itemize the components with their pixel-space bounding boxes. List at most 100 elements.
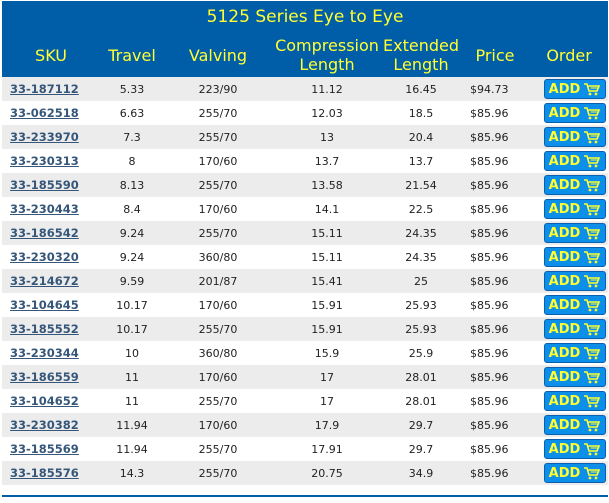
sku-link[interactable]: 33-185590 — [10, 178, 79, 192]
add-to-cart-button[interactable]: ADD — [544, 463, 606, 483]
header-label-line: Price — [475, 45, 515, 65]
add-to-cart-button[interactable]: ADD — [544, 367, 606, 387]
table-title: 5125 Series Eye to Eye — [2, 1, 609, 33]
valving-cell: 170/60 — [164, 197, 272, 221]
table-row: 33-185569 11.94 255/70 17.91 29.7 $85.96 ADD — [2, 437, 609, 461]
sku-link[interactable]: 33-104645 — [10, 298, 79, 312]
order-cell: ADD — [530, 245, 609, 269]
add-to-cart-button[interactable]: ADD — [544, 151, 606, 171]
cart-icon — [584, 250, 601, 263]
extended-length-cell: 13.7 — [382, 149, 460, 173]
table-row: 33-214672 9.59 201/87 15.41 25 $85.96 ADD — [2, 269, 609, 293]
add-button-label: ADD — [548, 273, 581, 289]
valving-cell: 170/60 — [164, 149, 272, 173]
table-row: 33-230443 8.4 170/60 14.1 22.5 $85.96 ADD — [2, 197, 609, 221]
sku-link[interactable]: 33-230382 — [10, 418, 79, 432]
sku-link[interactable]: 33-230313 — [10, 154, 79, 168]
sku-link[interactable]: 33-230344 — [10, 346, 79, 360]
table-row: 33-230382 11.94 170/60 17.9 29.7 $85.96 ADD — [2, 413, 609, 437]
cart-icon — [584, 442, 601, 455]
order-cell: ADD — [530, 269, 609, 293]
travel-cell: 9.59 — [100, 269, 164, 293]
travel-cell: 11 — [100, 389, 164, 413]
valving-cell: 255/70 — [164, 173, 272, 197]
sku-link[interactable]: 33-062518 — [10, 106, 79, 120]
sku-link[interactable]: 33-104652 — [10, 394, 79, 408]
add-to-cart-button[interactable]: ADD — [544, 175, 606, 195]
order-cell: ADD — [530, 461, 609, 485]
sku-link[interactable]: 33-230320 — [10, 250, 79, 264]
cart-icon — [584, 418, 601, 431]
add-button-label: ADD — [548, 129, 581, 145]
add-to-cart-button[interactable]: ADD — [544, 319, 606, 339]
header-valving: Valving — [164, 33, 272, 77]
add-to-cart-button[interactable]: ADD — [544, 439, 606, 459]
add-button-label: ADD — [548, 417, 581, 433]
price-cell: $85.96 — [460, 149, 530, 173]
cart-icon — [584, 82, 601, 95]
extended-length-cell: 24.35 — [382, 221, 460, 245]
valving-cell: 255/70 — [164, 125, 272, 149]
extended-length-cell: 21.54 — [382, 173, 460, 197]
valving-cell: 201/87 — [164, 269, 272, 293]
price-cell: $85.96 — [460, 413, 530, 437]
table-row: 33-104652 11 255/70 17 28.01 $85.96 ADD — [2, 389, 609, 413]
compression-length-cell: 15.91 — [272, 293, 382, 317]
extended-length-cell: 25.93 — [382, 317, 460, 341]
price-cell: $94.73 — [460, 77, 530, 101]
sku-link[interactable]: 33-185552 — [10, 322, 79, 336]
add-to-cart-button[interactable]: ADD — [544, 391, 606, 411]
sku-cell: 33-187112 — [2, 77, 100, 101]
header-label-line: SKU — [35, 45, 67, 65]
price-cell: $85.96 — [460, 197, 530, 221]
add-to-cart-button[interactable]: ADD — [544, 295, 606, 315]
valving-cell: 170/60 — [164, 293, 272, 317]
sku-link[interactable]: 33-233970 — [10, 130, 79, 144]
cart-icon — [584, 178, 601, 191]
add-to-cart-button[interactable]: ADD — [544, 415, 606, 435]
sku-link[interactable]: 33-185576 — [10, 466, 79, 480]
sku-cell: 33-230344 — [2, 341, 100, 365]
add-to-cart-button[interactable]: ADD — [544, 343, 606, 363]
extended-length-cell: 34.9 — [382, 461, 460, 485]
order-cell: ADD — [530, 149, 609, 173]
add-to-cart-button[interactable]: ADD — [544, 223, 606, 243]
add-button-label: ADD — [548, 201, 581, 217]
add-button-label: ADD — [548, 393, 581, 409]
table-row: 33-186542 9.24 255/70 15.11 24.35 $85.96 ADD — [2, 221, 609, 245]
sku-link[interactable]: 33-186559 — [10, 370, 79, 384]
sku-link[interactable]: 33-230443 — [10, 202, 79, 216]
header-extended-length: Extended Length — [382, 33, 460, 77]
extended-length-cell: 28.01 — [382, 365, 460, 389]
sku-cell: 33-104652 — [2, 389, 100, 413]
compression-length-cell: 17.9 — [272, 413, 382, 437]
sku-link[interactable]: 33-214672 — [10, 274, 79, 288]
price-cell: $85.96 — [460, 389, 530, 413]
order-cell: ADD — [530, 77, 609, 101]
compression-length-cell: 15.91 — [272, 317, 382, 341]
extended-length-cell: 29.7 — [382, 437, 460, 461]
sku-link[interactable]: 33-187112 — [10, 82, 79, 96]
sku-cell: 33-185569 — [2, 437, 100, 461]
add-to-cart-button[interactable]: ADD — [544, 103, 606, 123]
add-to-cart-button[interactable]: ADD — [544, 199, 606, 219]
sku-cell: 33-185576 — [2, 461, 100, 485]
valving-cell: 170/60 — [164, 365, 272, 389]
compression-length-cell: 13 — [272, 125, 382, 149]
table-row: 33-186559 11 170/60 17 28.01 $85.96 ADD — [2, 365, 609, 389]
travel-cell: 8 — [100, 149, 164, 173]
order-cell: ADD — [530, 221, 609, 245]
add-to-cart-button[interactable]: ADD — [544, 271, 606, 291]
price-cell: $85.96 — [460, 365, 530, 389]
add-to-cart-button[interactable]: ADD — [544, 79, 606, 99]
sku-cell: 33-230313 — [2, 149, 100, 173]
add-to-cart-button[interactable]: ADD — [544, 127, 606, 147]
sku-cell: 33-230320 — [2, 245, 100, 269]
valving-cell: 223/90 — [164, 77, 272, 101]
header-travel: Travel — [100, 33, 164, 77]
table-bottom-border — [2, 495, 608, 497]
add-to-cart-button[interactable]: ADD — [544, 247, 606, 267]
sku-link[interactable]: 33-185569 — [10, 442, 79, 456]
table-row: 33-230320 9.24 360/80 15.11 24.35 $85.96 ADD — [2, 245, 609, 269]
sku-link[interactable]: 33-186542 — [10, 226, 79, 240]
